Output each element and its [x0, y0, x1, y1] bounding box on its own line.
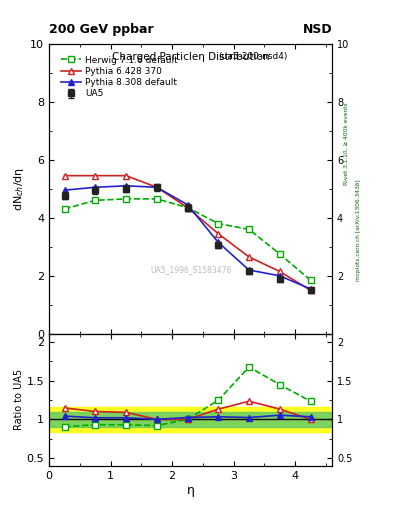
Herwig 7.1.6 default: [124, 196, 129, 202]
Legend: Herwig 7.1.6 default, Pythia 6.428 370, Pythia 8.308 default, UA5: Herwig 7.1.6 default, Pythia 6.428 370, …: [59, 54, 180, 100]
Pythia 8.308 default: [247, 267, 252, 273]
Pythia 8.308 default: [185, 202, 190, 208]
Pythia 6.428 370: [185, 204, 190, 210]
Pythia 6.428 370: [216, 231, 220, 237]
Line: Pythia 8.308 default: Pythia 8.308 default: [61, 182, 314, 292]
Text: Charged Particleη Distribution: Charged Particleη Distribution: [112, 52, 269, 62]
Pythia 8.308 default: [124, 183, 129, 189]
Pythia 6.428 370: [124, 173, 129, 179]
Herwig 7.1.6 default: [154, 196, 159, 202]
Pythia 8.308 default: [93, 184, 97, 190]
Y-axis label: dN$_{ch}$/dη: dN$_{ch}$/dη: [12, 167, 26, 211]
Pythia 8.308 default: [154, 184, 159, 190]
Text: UA5_1996_S1583476: UA5_1996_S1583476: [150, 266, 231, 274]
Pythia 8.308 default: [62, 187, 67, 193]
Pythia 6.428 370: [277, 268, 282, 274]
Pythia 6.428 370: [93, 173, 97, 179]
Text: (ua5-200-nsd4): (ua5-200-nsd4): [218, 52, 288, 61]
Herwig 7.1.6 default: [247, 226, 252, 232]
Herwig 7.1.6 default: [62, 206, 67, 212]
Pythia 8.308 default: [308, 286, 313, 292]
Text: 200 GeV ppbar: 200 GeV ppbar: [49, 23, 154, 36]
Herwig 7.1.6 default: [277, 251, 282, 257]
Pythia 8.308 default: [216, 240, 220, 246]
Text: Rivet 3.1.10, ≥ 400k events: Rivet 3.1.10, ≥ 400k events: [344, 102, 349, 185]
Text: mcplots.cern.ch [arXiv:1306.3436]: mcplots.cern.ch [arXiv:1306.3436]: [356, 180, 361, 281]
Herwig 7.1.6 default: [216, 221, 220, 227]
X-axis label: η: η: [187, 483, 195, 497]
Herwig 7.1.6 default: [93, 197, 97, 203]
Y-axis label: Ratio to UA5: Ratio to UA5: [14, 369, 24, 431]
Herwig 7.1.6 default: [308, 277, 313, 283]
Pythia 8.308 default: [277, 273, 282, 279]
Pythia 6.428 370: [154, 184, 159, 190]
Pythia 6.428 370: [247, 254, 252, 260]
Pythia 6.428 370: [308, 287, 313, 293]
Herwig 7.1.6 default: [185, 204, 190, 210]
Line: Pythia 6.428 370: Pythia 6.428 370: [61, 172, 314, 294]
Pythia 6.428 370: [62, 173, 67, 179]
Line: Herwig 7.1.6 default: Herwig 7.1.6 default: [61, 196, 314, 284]
Text: NSD: NSD: [303, 23, 332, 36]
